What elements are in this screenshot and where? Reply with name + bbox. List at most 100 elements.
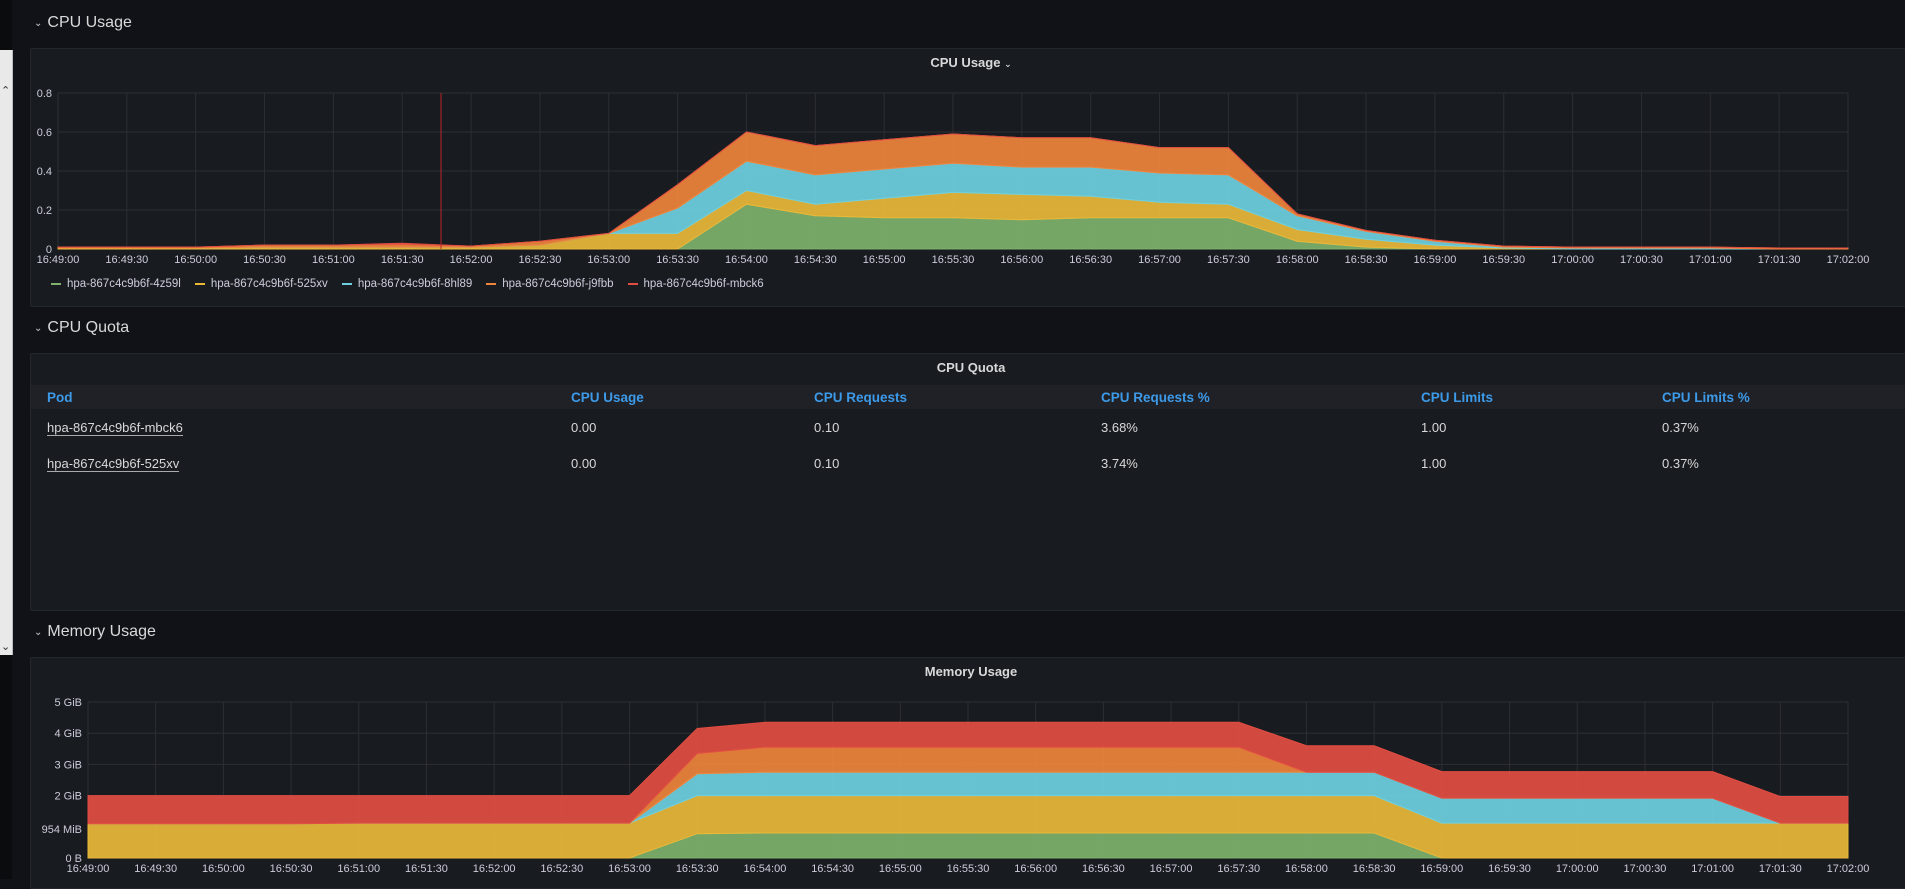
x-tick-label: 16:50:00 <box>202 863 245 875</box>
chevron-down-icon[interactable]: ⌄ <box>1004 59 1012 69</box>
x-tick-label: 16:58:30 <box>1353 863 1396 875</box>
series-area[interactable] <box>58 131 1848 249</box>
y-tick-label: 0.2 <box>37 205 52 217</box>
cell-cpu-limits-pct: 0.37% <box>1662 419 1699 435</box>
legend-item[interactable]: hpa-867c4c9b6f-8hl89 <box>341 278 473 290</box>
x-tick-label: 16:56:30 <box>1082 863 1125 875</box>
cpu-usage-legend: hpa-867c4c9b6f-4z59l hpa-867c4c9b6f-525xv… <box>51 278 764 290</box>
scroll-down-icon[interactable]: ⌄ <box>1 641 11 653</box>
y-tick-label: 0.4 <box>37 166 52 178</box>
legend-label[interactable]: hpa-867c4c9b6f-8hl89 <box>357 278 473 290</box>
cpu-usage-chart[interactable]: 0 0.2 0.4 0.6 0.8 16:49:00 16:49:30 16:50:00 16:… <box>31 49 1905 281</box>
column-header-pod[interactable]: Pod <box>31 385 555 409</box>
x-tick-label: 17:01:00 <box>1689 254 1732 266</box>
table-row: hpa-867c4c9b6f-mbck6 0.00 0.10 3.68% 1.0… <box>31 409 1905 445</box>
panel-title[interactable]: CPU Quota <box>936 360 1006 375</box>
column-header-cpu-requests[interactable]: CPU Requests <box>798 385 1085 409</box>
x-tick-label: 16:49:00 <box>37 254 80 266</box>
y-tick-label: 4 GiB <box>54 728 82 740</box>
sidebar-scrollbar[interactable]: ⌃ ⌄ <box>0 50 13 655</box>
y-tick-label: 5 GiB <box>54 697 82 709</box>
panel-title[interactable]: CPU Usage ⌄ <box>31 55 1905 70</box>
x-tick-label: 17:02:00 <box>1827 863 1870 875</box>
x-tick-label: 16:55:00 <box>879 863 922 875</box>
row-title: CPU Quota <box>47 319 130 336</box>
y-tick-label: 0.6 <box>37 127 52 139</box>
chevron-down-icon[interactable]: ⌄ <box>34 322 43 334</box>
x-tick-label: 17:02:00 <box>1827 254 1870 266</box>
legend-item[interactable]: hpa-867c4c9b6f-mbck6 <box>627 278 764 290</box>
x-tick-label: 16:54:00 <box>725 254 768 266</box>
legend-item[interactable]: hpa-867c4c9b6f-4z59l <box>51 278 181 290</box>
column-header-cpu-requests-pct[interactable]: CPU Requests % <box>1085 385 1405 409</box>
x-tick-label: 16:50:30 <box>270 863 313 875</box>
legend-swatch <box>341 283 352 285</box>
cell-cpu-requests: 0.10 <box>814 419 840 435</box>
memory-usage-chart[interactable]: 0 B 954 MiB 2 GiB 3 GiB 4 GiB 5 GiB 16:49:00 16… <box>31 658 1905 888</box>
x-tick-label: 16:51:30 <box>405 863 448 875</box>
x-tick-label: 17:00:00 <box>1551 254 1594 266</box>
x-tick-label: 17:01:30 <box>1759 863 1802 875</box>
table-header-row: Pod CPU Usage CPU Requests CPU Requests … <box>31 385 1905 409</box>
legend-label[interactable]: hpa-867c4c9b6f-mbck6 <box>643 278 764 290</box>
table-row: hpa-867c4c9b6f-525xv 0.00 0.10 3.74% 1.0… <box>31 445 1905 481</box>
x-tick-label: 16:58:00 <box>1285 863 1328 875</box>
x-tick-label: 16:56:30 <box>1069 254 1112 266</box>
x-tick-label: 16:53:30 <box>656 254 699 266</box>
legend-label[interactable]: hpa-867c4c9b6f-4z59l <box>67 278 181 290</box>
x-tick-label: 16:58:00 <box>1276 254 1319 266</box>
x-tick-label: 16:51:00 <box>337 863 380 875</box>
pod-link[interactable]: hpa-867c4c9b6f-mbck6 <box>47 419 183 436</box>
x-tick-label: 16:49:30 <box>105 254 148 266</box>
row-header-memory-usage[interactable]: ⌄ Memory Usage <box>34 623 156 641</box>
x-tick-label: 16:52:30 <box>540 863 583 875</box>
legend-label[interactable]: hpa-867c4c9b6f-j9fbb <box>502 278 614 290</box>
scroll-up-icon[interactable]: ⌃ <box>1 85 11 97</box>
cell-cpu-limits: 1.00 <box>1421 455 1447 471</box>
legend-swatch <box>486 283 497 285</box>
x-tick-label: 16:51:30 <box>381 254 424 266</box>
x-tick-label: 16:55:30 <box>932 254 975 266</box>
legend-label[interactable]: hpa-867c4c9b6f-525xv <box>210 278 328 290</box>
x-tick-label: 16:49:30 <box>134 863 177 875</box>
memory-usage-panel: Memory Usage 0 B 954 MiB 2 GiB 3 GiB 4 GiB 5 … <box>30 657 1905 889</box>
x-tick-label: 16:57:30 <box>1217 863 1260 875</box>
x-tick-label: 16:54:30 <box>811 863 854 875</box>
row-title: CPU Usage <box>47 14 132 31</box>
cell-pod[interactable]: hpa-867c4c9b6f-mbck6 <box>31 409 555 445</box>
chevron-down-icon[interactable]: ⌄ <box>34 626 43 638</box>
series-area[interactable] <box>87 721 1849 825</box>
left-sidebar-edge: ⌃ ⌄ <box>0 0 13 879</box>
column-header-cpu-limits-pct[interactable]: CPU Limits % <box>1646 385 1905 409</box>
y-tick-label: 3 GiB <box>54 759 82 771</box>
panel-title[interactable]: Memory Usage <box>924 664 1018 679</box>
x-tick-label: 16:54:00 <box>744 863 787 875</box>
pod-link[interactable]: hpa-867c4c9b6f-525xv <box>47 455 180 472</box>
x-tick-label: 16:55:00 <box>863 254 906 266</box>
legend-item[interactable]: hpa-867c4c9b6f-j9fbb <box>486 278 614 290</box>
x-tick-label: 16:52:00 <box>473 863 516 875</box>
y-tick-label: 0 <box>46 244 52 256</box>
x-tick-label: 16:53:00 <box>608 863 651 875</box>
x-tick-label: 17:00:00 <box>1556 863 1599 875</box>
x-tick-label: 16:54:30 <box>794 254 837 266</box>
cell-pod[interactable]: hpa-867c4c9b6f-525xv <box>31 445 555 481</box>
row-header-cpu-usage[interactable]: ⌄ CPU Usage <box>34 14 132 32</box>
cpu-quota-panel: CPU Quota Pod CPU Usage CPU Requests CPU… <box>30 353 1905 611</box>
legend-swatch <box>51 283 61 285</box>
x-tick-label: 16:59:30 <box>1482 254 1525 266</box>
column-header-cpu-limits[interactable]: CPU Limits <box>1405 385 1646 409</box>
cell-cpu-limits: 1.00 <box>1421 419 1447 435</box>
cpu-usage-panel: CPU Usage ⌄ 0 0.2 0.4 0.6 0.8 16:49:00 16:49:3… <box>30 48 1905 307</box>
panel-title-text[interactable]: CPU Usage <box>930 55 1001 70</box>
legend-item[interactable]: hpa-867c4c9b6f-525xv <box>194 278 328 290</box>
x-tick-label: 16:59:00 <box>1414 254 1457 266</box>
x-tick-label: 16:56:00 <box>1014 863 1057 875</box>
x-tick-label: 16:56:00 <box>1000 254 1043 266</box>
x-tick-label: 16:59:30 <box>1488 863 1531 875</box>
x-tick-label: 16:55:30 <box>947 863 990 875</box>
row-header-cpu-quota[interactable]: ⌄ CPU Quota <box>34 319 129 337</box>
column-header-cpu-usage[interactable]: CPU Usage <box>555 385 798 409</box>
chevron-down-icon[interactable]: ⌄ <box>34 17 43 29</box>
cell-cpu-usage: 0.00 <box>571 419 597 435</box>
